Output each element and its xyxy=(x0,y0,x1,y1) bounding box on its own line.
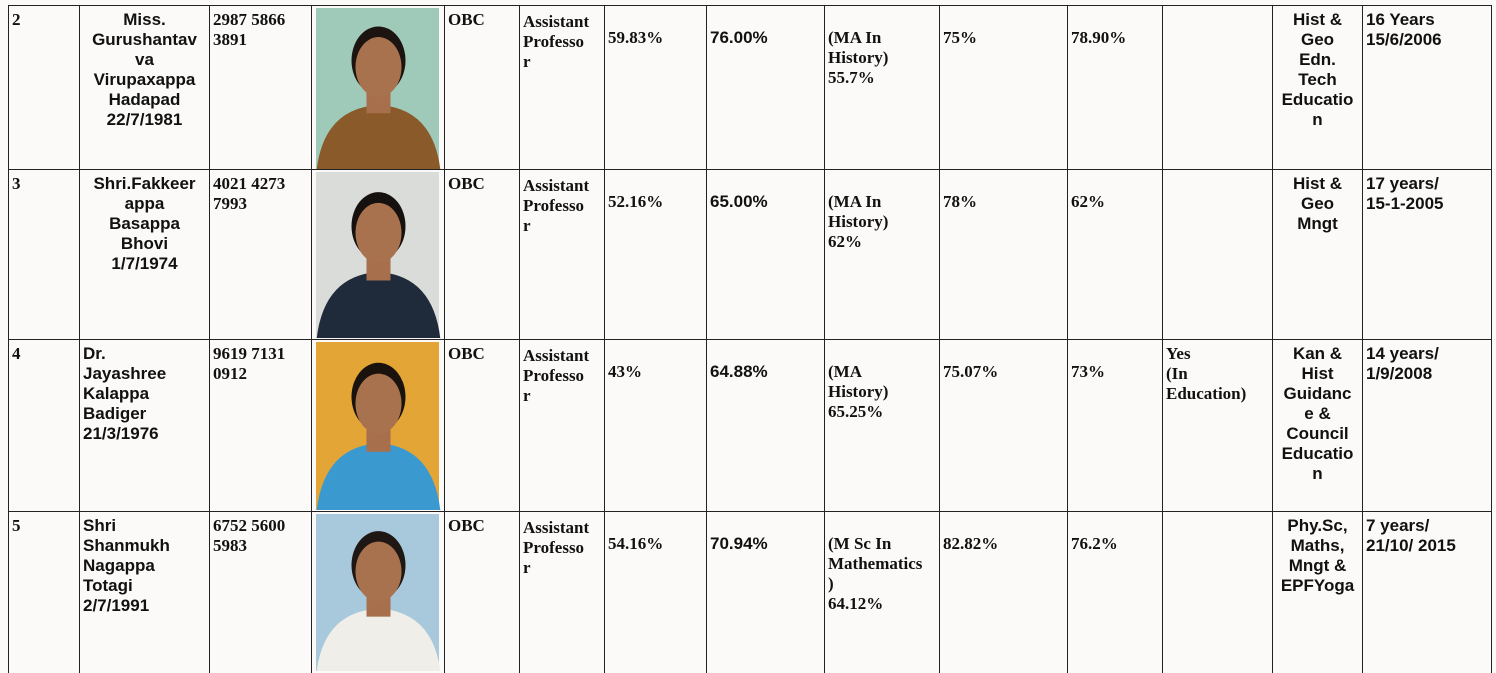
additional-qualification: Yes (In Education) xyxy=(1163,340,1273,512)
staff-name: Shri Shanmukh Nagappa Totagi 2/7/1991 xyxy=(80,512,210,673)
id-number: 2987 5866 3891 xyxy=(210,5,312,170)
photo-image xyxy=(312,340,443,510)
serial-number: 4 xyxy=(8,340,80,512)
serial-number: 2 xyxy=(8,5,80,170)
percentage: 70.94% xyxy=(707,512,825,673)
serial-number: 5 xyxy=(8,512,80,673)
staff-name: Miss. Gurushantav va Virupaxappa Hadapad… xyxy=(80,5,210,170)
experience: 7 years/ 21/10/ 2015 xyxy=(1363,512,1492,673)
percentage: 43% xyxy=(605,340,707,512)
category: OBC xyxy=(445,5,520,170)
staff-name: Dr. Jayashree Kalappa Badiger 21/3/1976 xyxy=(80,340,210,512)
percentage: 78% xyxy=(940,170,1068,340)
percentage: 54.16% xyxy=(605,512,707,673)
percentage: 76.00% xyxy=(707,5,825,170)
subjects: Phy.Sc, Maths, Mngt & EPFYoga xyxy=(1273,512,1363,673)
additional-qualification xyxy=(1163,512,1273,673)
designation: Assistant Professo r xyxy=(520,5,605,170)
percentage: 52.16% xyxy=(605,170,707,340)
percentage: 59.83% xyxy=(605,5,707,170)
photo xyxy=(312,340,445,512)
percentage: 76.2% xyxy=(1068,512,1163,673)
percentage: 82.82% xyxy=(940,512,1068,673)
additional-qualification xyxy=(1163,5,1273,170)
category: OBC xyxy=(445,170,520,340)
percentage: 75.07% xyxy=(940,340,1068,512)
photo xyxy=(312,170,445,340)
additional-qualification xyxy=(1163,170,1273,340)
id-number: 6752 5600 5983 xyxy=(210,512,312,673)
percentage: 64.88% xyxy=(707,340,825,512)
page: 2Miss. Gurushantav va Virupaxappa Hadapa… xyxy=(0,0,1496,673)
subjects: Hist & Geo Edn. Tech Educatio n xyxy=(1273,5,1363,170)
pg-qualification: (MA In History) 55.7% xyxy=(825,5,940,170)
designation: Assistant Professo r xyxy=(520,170,605,340)
experience: 14 years/ 1/9/2008 xyxy=(1363,340,1492,512)
pg-qualification: (M Sc In Mathematics ) 64.12% xyxy=(825,512,940,673)
photo-image xyxy=(312,170,443,338)
experience: 16 Years 15/6/2006 xyxy=(1363,5,1492,170)
category: OBC xyxy=(445,512,520,673)
pg-qualification: (MA In History) 62% xyxy=(825,170,940,340)
staff-name: Shri.Fakkeer appa Basappa Bhovi 1/7/1974 xyxy=(80,170,210,340)
id-number: 9619 7131 0912 xyxy=(210,340,312,512)
photo-image xyxy=(312,512,443,671)
subjects: Hist & Geo Mngt xyxy=(1273,170,1363,340)
category: OBC xyxy=(445,340,520,512)
photo-image xyxy=(312,6,443,169)
photo xyxy=(312,512,445,673)
pg-qualification: (MA History) 65.25% xyxy=(825,340,940,512)
subjects: Kan & Hist Guidanc e & Council Educatio … xyxy=(1273,340,1363,512)
photo xyxy=(312,5,445,170)
serial-number: 3 xyxy=(8,170,80,340)
designation: Assistant Professo r xyxy=(520,512,605,673)
percentage: 75% xyxy=(940,5,1068,170)
percentage: 65.00% xyxy=(707,170,825,340)
percentage: 78.90% xyxy=(1068,5,1163,170)
experience: 17 years/ 15-1-2005 xyxy=(1363,170,1492,340)
designation: Assistant Professo r xyxy=(520,340,605,512)
percentage: 73% xyxy=(1068,340,1163,512)
staff-table: 2Miss. Gurushantav va Virupaxappa Hadapa… xyxy=(0,0,1496,673)
id-number: 4021 4273 7993 xyxy=(210,170,312,340)
percentage: 62% xyxy=(1068,170,1163,340)
